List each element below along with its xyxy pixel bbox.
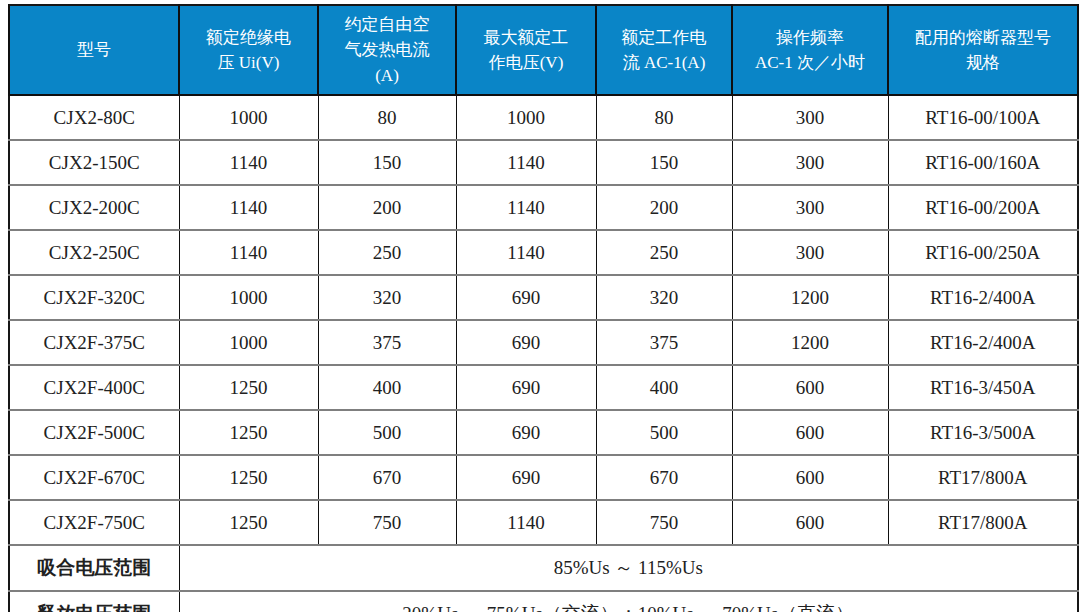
table-row: CJX2F-500C 1250 500 690 500 600 RT16-3/5… <box>9 410 1078 455</box>
cell-model: CJX2F-320C <box>9 275 179 320</box>
cell-value: 300 <box>732 140 888 185</box>
cell-value: 670 <box>596 455 732 500</box>
cell-value: 500 <box>596 410 732 455</box>
cell-fuse: RT16-2/400A <box>888 275 1078 320</box>
column-header-insulation-voltage: 额定绝缘电 压 Ui(V) <box>179 5 318 95</box>
cell-value: 320 <box>596 275 732 320</box>
cell-value: 400 <box>318 365 456 410</box>
cell-fuse: RT16-00/100A <box>888 95 1078 140</box>
table-header: 型号 额定绝缘电 压 Ui(V) 约定自由空 气发热电流 (A) 最大额定工 作… <box>9 5 1078 95</box>
cell-value: 150 <box>318 140 456 185</box>
cell-value: 1140 <box>179 185 318 230</box>
cell-value: 600 <box>732 455 888 500</box>
cell-fuse: RT16-2/400A <box>888 320 1078 365</box>
table-row: CJX2F-320C 1000 320 690 320 1200 RT16-2/… <box>9 275 1078 320</box>
cell-value: 1140 <box>179 230 318 275</box>
pickup-voltage-value: 85%Us ～ 115%Us <box>179 545 1078 591</box>
cell-value: 690 <box>456 320 596 365</box>
cell-model: CJX2F-670C <box>9 455 179 500</box>
cell-model: CJX2F-375C <box>9 320 179 365</box>
cell-value: 320 <box>318 275 456 320</box>
cell-model: CJX2-250C <box>9 230 179 275</box>
column-header-operating-frequency: 操作频率 AC-1 次／小时 <box>732 5 888 95</box>
cell-model: CJX2-200C <box>9 185 179 230</box>
cell-value: 1250 <box>179 365 318 410</box>
cell-model: CJX2F-500C <box>9 410 179 455</box>
table-row: CJX2F-670C 1250 670 690 670 600 RT17/800… <box>9 455 1078 500</box>
page: 型号 额定绝缘电 压 Ui(V) 约定自由空 气发热电流 (A) 最大额定工 作… <box>0 0 1085 612</box>
cell-value: 750 <box>596 500 732 545</box>
cell-value: 375 <box>596 320 732 365</box>
table-row: CJX2-200C 1140 200 1140 200 300 RT16-00/… <box>9 185 1078 230</box>
cell-value: 600 <box>732 500 888 545</box>
cell-value: 300 <box>732 230 888 275</box>
cell-value: 375 <box>318 320 456 365</box>
cell-value: 1140 <box>179 140 318 185</box>
column-header-fuse-spec: 配用的熔断器型号 规格 <box>888 5 1078 95</box>
cell-value: 690 <box>456 455 596 500</box>
release-voltage-label: 释放电压范围 <box>9 591 179 612</box>
cell-value: 1200 <box>732 275 888 320</box>
cell-fuse: RT17/800A <box>888 455 1078 500</box>
cell-value: 1000 <box>179 95 318 140</box>
table-row: CJX2-80C 1000 80 1000 80 300 RT16-00/100… <box>9 95 1078 140</box>
cell-value: 250 <box>318 230 456 275</box>
cell-model: CJX2F-750C <box>9 500 179 545</box>
cell-value: 200 <box>596 185 732 230</box>
cell-fuse: RT16-3/500A <box>888 410 1078 455</box>
pickup-voltage-label: 吸合电压范围 <box>9 545 179 591</box>
table-row: CJX2F-375C 1000 375 690 375 1200 RT16-2/… <box>9 320 1078 365</box>
table-row: CJX2F-400C 1250 400 690 400 600 RT16-3/4… <box>9 365 1078 410</box>
cell-value: 600 <box>732 365 888 410</box>
table-row: CJX2F-750C 1250 750 1140 750 600 RT17/80… <box>9 500 1078 545</box>
cell-fuse: RT16-00/200A <box>888 185 1078 230</box>
cell-value: 1140 <box>456 140 596 185</box>
table-row: CJX2-250C 1140 250 1140 250 300 RT16-00/… <box>9 230 1078 275</box>
cell-value: 1250 <box>179 410 318 455</box>
cell-value: 1200 <box>732 320 888 365</box>
cell-value: 600 <box>732 410 888 455</box>
cell-value: 300 <box>732 95 888 140</box>
contactor-spec-table: 型号 额定绝缘电 压 Ui(V) 约定自由空 气发热电流 (A) 最大额定工 作… <box>8 4 1079 612</box>
pickup-voltage-row: 吸合电压范围 85%Us ～ 115%Us <box>9 545 1078 591</box>
cell-value: 1140 <box>456 500 596 545</box>
cell-value: 1140 <box>456 185 596 230</box>
column-header-thermal-current: 约定自由空 气发热电流 (A) <box>318 5 456 95</box>
cell-value: 300 <box>732 185 888 230</box>
cell-fuse: RT16-00/160A <box>888 140 1078 185</box>
cell-value: 690 <box>456 275 596 320</box>
cell-value: 1140 <box>456 230 596 275</box>
cell-value: 200 <box>318 185 456 230</box>
column-header-max-working-voltage: 最大额定工 作电压(V) <box>456 5 596 95</box>
cell-value: 690 <box>456 365 596 410</box>
cell-value: 1250 <box>179 500 318 545</box>
cell-value: 80 <box>596 95 732 140</box>
cell-value: 1250 <box>179 455 318 500</box>
cell-fuse: RT16-3/450A <box>888 365 1078 410</box>
release-voltage-row: 释放电压范围 20%Us ～ 75%Us（交流）；10%Us ～ 70%Us（直… <box>9 591 1078 612</box>
cell-value: 400 <box>596 365 732 410</box>
cell-value: 500 <box>318 410 456 455</box>
cell-value: 1000 <box>456 95 596 140</box>
cell-value: 670 <box>318 455 456 500</box>
cell-value: 1000 <box>179 275 318 320</box>
cell-value: 250 <box>596 230 732 275</box>
cell-value: 80 <box>318 95 456 140</box>
release-voltage-value: 20%Us ～ 75%Us（交流）；10%Us ～ 70%Us（直流） <box>179 591 1078 612</box>
table-row: CJX2-150C 1140 150 1140 150 300 RT16-00/… <box>9 140 1078 185</box>
cell-fuse: RT16-00/250A <box>888 230 1078 275</box>
cell-value: 750 <box>318 500 456 545</box>
header-row: 型号 额定绝缘电 压 Ui(V) 约定自由空 气发热电流 (A) 最大额定工 作… <box>9 5 1078 95</box>
cell-model: CJX2F-400C <box>9 365 179 410</box>
column-header-rated-current: 额定工作电 流 AC-1(A) <box>596 5 732 95</box>
cell-fuse: RT17/800A <box>888 500 1078 545</box>
cell-value: 1000 <box>179 320 318 365</box>
cell-value: 150 <box>596 140 732 185</box>
cell-model: CJX2-150C <box>9 140 179 185</box>
column-header-model: 型号 <box>9 5 179 95</box>
cell-model: CJX2-80C <box>9 95 179 140</box>
cell-value: 690 <box>456 410 596 455</box>
table-body: CJX2-80C 1000 80 1000 80 300 RT16-00/100… <box>9 95 1078 612</box>
